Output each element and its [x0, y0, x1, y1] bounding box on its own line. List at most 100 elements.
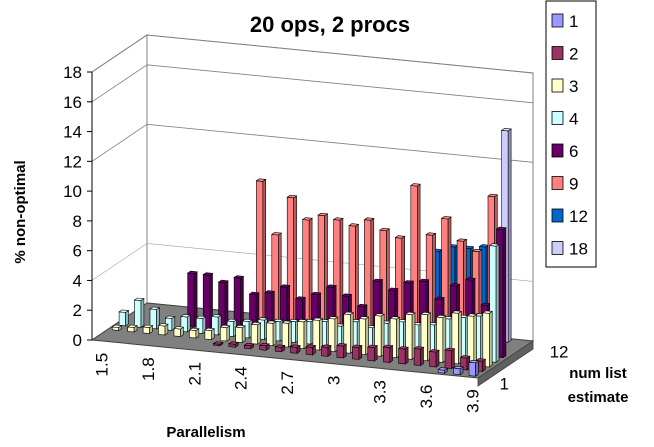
- bar-front: [429, 351, 437, 368]
- bar-top: [389, 316, 401, 320]
- bar-front: [204, 329, 212, 340]
- bar: [296, 318, 308, 350]
- bar: [351, 344, 363, 360]
- bar-top: [428, 349, 440, 353]
- bar-top: [409, 183, 421, 187]
- bar-top: [142, 324, 154, 328]
- gridline: [91, 123, 534, 163]
- bar-side: [475, 360, 479, 377]
- side-wall: [91, 34, 148, 341]
- bar-side: [257, 322, 261, 345]
- bar-top: [471, 248, 483, 253]
- bar-top: [264, 290, 276, 294]
- bar-top: [288, 318, 300, 323]
- y-tick-label: 6: [73, 242, 82, 261]
- bar-top: [413, 346, 425, 350]
- bar: [413, 346, 425, 367]
- bar: [452, 365, 464, 376]
- bar-top: [475, 358, 487, 362]
- bar-top: [420, 311, 432, 316]
- bar-side: [389, 345, 393, 364]
- bar-top: [466, 313, 478, 317]
- bar-side: [187, 314, 191, 333]
- bar-top: [301, 217, 313, 221]
- y-tick-label: 10: [63, 182, 82, 201]
- bar-top: [228, 341, 240, 345]
- bar-top: [164, 315, 176, 319]
- bar-top: [481, 310, 494, 314]
- bar: [289, 344, 301, 354]
- bar: [444, 347, 456, 370]
- bar-top: [373, 313, 385, 317]
- bar-top: [305, 344, 317, 348]
- bar: [258, 342, 270, 351]
- bar-top: [274, 344, 286, 348]
- bar: [212, 341, 224, 347]
- bar-side: [358, 345, 363, 360]
- bar-top: [157, 323, 169, 327]
- bar-front: [290, 346, 298, 354]
- bar-top: [382, 344, 394, 348]
- x-tick-label: 3.3: [371, 380, 390, 404]
- legend-label: 6: [569, 142, 578, 161]
- bar: [204, 327, 216, 341]
- bar-front: [134, 299, 142, 328]
- bar-front: [189, 329, 197, 339]
- bar: [188, 327, 200, 339]
- x-tick-label: 1.8: [139, 357, 158, 381]
- bar-top: [363, 217, 375, 221]
- x-axis-title: Parallelism: [166, 424, 245, 441]
- bar-side: [288, 320, 292, 348]
- bar-top: [195, 315, 207, 319]
- bar-top: [126, 324, 138, 328]
- bar-top: [488, 243, 500, 247]
- y-tick-label: 2: [73, 301, 82, 320]
- bar-front: [398, 348, 406, 365]
- bar-top: [286, 194, 298, 199]
- bar-front: [118, 311, 126, 327]
- bar-top: [397, 346, 409, 350]
- y-tick-label: 16: [63, 93, 82, 112]
- bar-top: [204, 327, 216, 332]
- bar-side: [507, 128, 512, 343]
- bar-front: [468, 361, 476, 377]
- bar-front: [142, 326, 150, 334]
- bar-top: [452, 365, 464, 370]
- bar-top: [348, 223, 360, 227]
- bar-top: [358, 316, 370, 320]
- bar-top: [279, 284, 291, 288]
- bar-top: [440, 216, 452, 220]
- bar: [234, 324, 246, 344]
- chart-bars: [111, 127, 512, 377]
- x-tick-label: 1.5: [93, 353, 112, 377]
- bar-top: [495, 226, 507, 231]
- bar-top: [403, 280, 415, 284]
- bar-top: [372, 278, 384, 282]
- bar-top: [468, 359, 480, 364]
- x-tick-label: 2.4: [232, 366, 251, 390]
- bar-front: [158, 325, 166, 336]
- bar-front: [235, 326, 243, 343]
- bar: [111, 324, 123, 332]
- bar-front: [367, 346, 375, 362]
- bar-top: [351, 344, 363, 348]
- bar-top: [248, 291, 260, 296]
- bar: [336, 343, 348, 359]
- x-tick-label: 2.1: [185, 362, 204, 386]
- bar: [382, 344, 394, 364]
- bar-top: [133, 297, 145, 301]
- bar-top: [404, 311, 416, 316]
- y-tick-label: 8: [73, 212, 82, 231]
- legend-swatch: [551, 78, 564, 93]
- bar: [133, 297, 145, 328]
- bar-side: [373, 345, 378, 362]
- z-tick-label: 12: [550, 342, 569, 361]
- legend-swatch: [551, 13, 564, 28]
- bar: [265, 320, 277, 347]
- y-tick-label: 4: [73, 271, 82, 290]
- bar-top: [425, 232, 437, 236]
- bar: [228, 341, 240, 348]
- bar-front: [413, 348, 421, 366]
